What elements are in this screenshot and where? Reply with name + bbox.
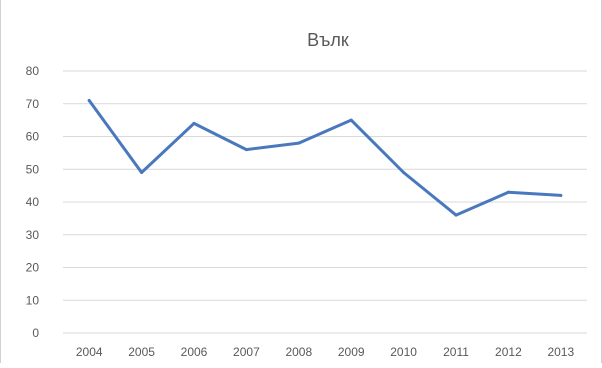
data-point xyxy=(455,214,458,217)
y-tick-label: 40 xyxy=(26,195,40,209)
x-tick-label: 2007 xyxy=(233,345,260,359)
y-tick-label: 0 xyxy=(32,326,39,340)
x-tick-label: 2008 xyxy=(285,345,312,359)
x-tick-label: 2004 xyxy=(76,345,103,359)
y-tick-label: 10 xyxy=(26,293,40,307)
x-tick-label: 2009 xyxy=(338,345,365,359)
y-tick-label: 80 xyxy=(26,64,40,78)
x-tick-label: 2005 xyxy=(128,345,155,359)
data-point xyxy=(507,191,510,194)
x-axis-tick-labels: 2004 2005 2006 2007 2008 2009 2010 2011 2012 2013 xyxy=(76,345,575,359)
data-point xyxy=(297,142,300,145)
y-tick-label: 70 xyxy=(26,97,40,111)
x-tick-label: 2010 xyxy=(390,345,417,359)
data-point xyxy=(245,148,248,151)
series-layer xyxy=(88,99,563,217)
data-point xyxy=(140,171,143,174)
gridlines xyxy=(63,71,587,333)
data-point xyxy=(402,171,405,174)
y-tick-label: 30 xyxy=(26,228,40,242)
data-point xyxy=(193,122,196,125)
chart-title: Вълк xyxy=(307,30,349,50)
x-tick-label: 2011 xyxy=(443,345,469,359)
y-tick-label: 20 xyxy=(26,261,40,275)
y-tick-label: 50 xyxy=(26,162,40,176)
series-line-0 xyxy=(89,101,561,216)
data-point xyxy=(559,194,562,197)
x-tick-label: 2012 xyxy=(495,345,522,359)
data-point xyxy=(88,99,91,102)
x-tick-label: 2006 xyxy=(181,345,208,359)
y-axis-tick-labels: 0 10 20 30 40 50 60 70 80 xyxy=(26,64,40,340)
data-point xyxy=(350,119,353,122)
y-tick-label: 60 xyxy=(26,130,40,144)
x-tick-label: 2013 xyxy=(547,345,574,359)
